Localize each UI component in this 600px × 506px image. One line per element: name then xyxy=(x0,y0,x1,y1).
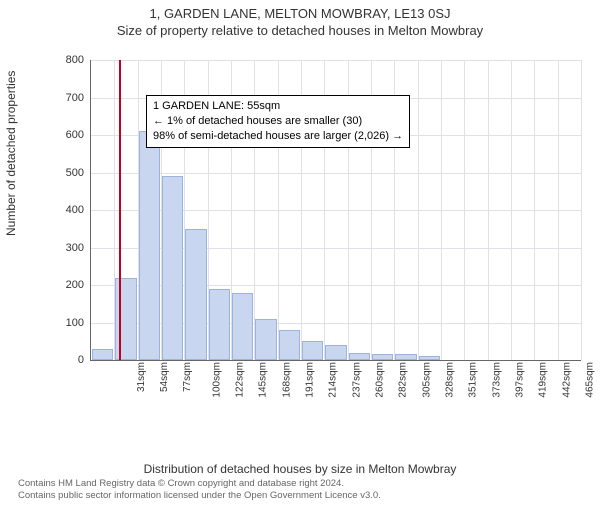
histogram-bar xyxy=(349,353,370,361)
y-tick: 0 xyxy=(50,354,84,366)
footer-line-1: Contains HM Land Registry data © Crown c… xyxy=(18,478,381,490)
gridline-v xyxy=(464,60,465,360)
x-tick: 282sqm xyxy=(398,362,409,398)
gridline-h xyxy=(91,60,581,61)
gridline-h xyxy=(91,173,581,174)
histogram-bar xyxy=(139,131,160,360)
y-tick: 600 xyxy=(50,129,84,141)
gridline-v xyxy=(488,60,489,360)
x-tick: 54sqm xyxy=(159,362,170,392)
x-tick: 260sqm xyxy=(375,362,386,398)
histogram-bar xyxy=(185,229,206,360)
x-tick: 168sqm xyxy=(281,362,292,398)
y-tick: 400 xyxy=(50,204,84,216)
x-tick: 191sqm xyxy=(305,362,316,398)
info-line-2: ← 1% of detached houses are smaller (30) xyxy=(153,114,403,129)
gridline-v xyxy=(534,60,535,360)
x-tick: 31sqm xyxy=(136,362,147,392)
property-marker-line xyxy=(119,60,121,360)
footer: Contains HM Land Registry data © Crown c… xyxy=(18,478,381,502)
y-tick: 300 xyxy=(50,242,84,254)
y-axis-label: Number of detached properties xyxy=(4,71,18,236)
y-tick: 100 xyxy=(50,317,84,329)
histogram-bar xyxy=(92,349,113,360)
x-tick: 397sqm xyxy=(515,362,526,398)
info-line-3: 98% of semi-detached houses are larger (… xyxy=(153,129,403,144)
page-subtitle: Size of property relative to detached ho… xyxy=(0,23,600,38)
x-tick: 442sqm xyxy=(561,362,572,398)
gridline-v xyxy=(418,60,419,360)
x-tick: 373sqm xyxy=(491,362,502,398)
info-line-1: 1 GARDEN LANE: 55sqm xyxy=(153,99,403,114)
gridline-v xyxy=(511,60,512,360)
x-tick: 214sqm xyxy=(328,362,339,398)
x-tick: 419sqm xyxy=(538,362,549,398)
gridline-v xyxy=(581,60,582,360)
histogram-bar xyxy=(232,293,253,361)
histogram-bar xyxy=(255,319,276,360)
x-tick: 237sqm xyxy=(351,362,362,398)
y-tick: 500 xyxy=(50,167,84,179)
x-tick: 305sqm xyxy=(421,362,432,398)
x-tick: 145sqm xyxy=(258,362,269,398)
x-tick: 351sqm xyxy=(468,362,479,398)
gridline-v xyxy=(558,60,559,360)
footer-line-2: Contains public sector information licen… xyxy=(18,490,381,502)
plot-region: 1 GARDEN LANE: 55sqm ← 1% of detached ho… xyxy=(90,60,581,361)
y-tick: 200 xyxy=(50,279,84,291)
y-tick: 800 xyxy=(50,54,84,66)
page-title: 1, GARDEN LANE, MELTON MOWBRAY, LE13 0SJ xyxy=(0,6,600,21)
x-tick: 100sqm xyxy=(211,362,222,398)
histogram-bar xyxy=(279,330,300,360)
histogram-bar xyxy=(372,354,393,360)
y-tick: 700 xyxy=(50,92,84,104)
gridline-v xyxy=(441,60,442,360)
histogram-bar xyxy=(209,289,230,360)
histogram-bar xyxy=(395,354,416,360)
histogram-bar xyxy=(325,345,346,360)
x-tick: 122sqm xyxy=(235,362,246,398)
x-tick: 328sqm xyxy=(445,362,456,398)
histogram-bar xyxy=(419,356,440,360)
x-tick: 77sqm xyxy=(182,362,193,392)
histogram-bar xyxy=(162,176,183,360)
histogram-bar xyxy=(302,341,323,360)
chart-area: 1 GARDEN LANE: 55sqm ← 1% of detached ho… xyxy=(50,50,590,420)
info-box: 1 GARDEN LANE: 55sqm ← 1% of detached ho… xyxy=(146,95,410,148)
x-axis-label: Distribution of detached houses by size … xyxy=(0,462,600,476)
x-tick: 465sqm xyxy=(585,362,596,398)
